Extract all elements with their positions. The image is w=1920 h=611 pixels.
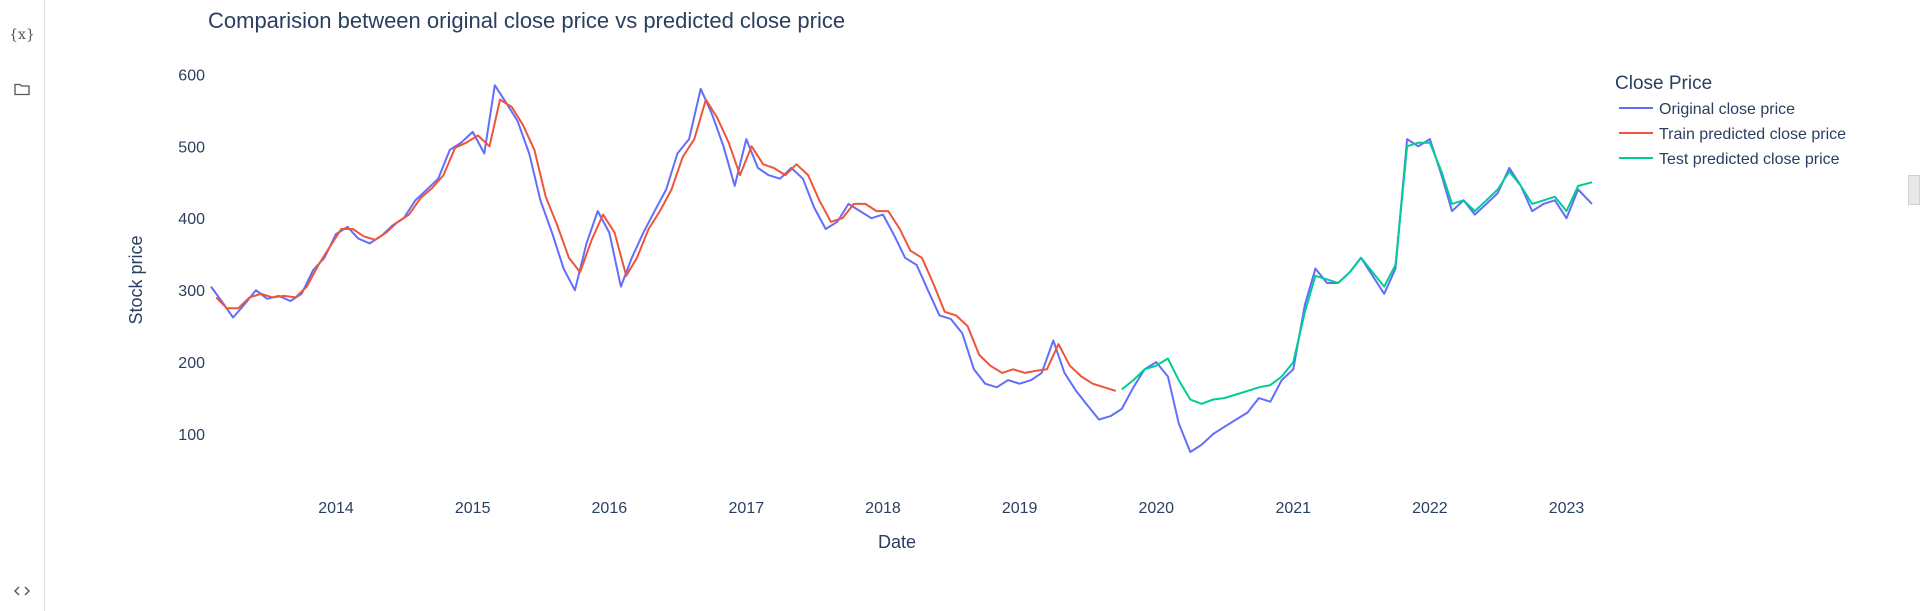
legend-item[interactable]: Train predicted close price: [1619, 126, 1846, 143]
series-line-1: [210, 84, 1593, 453]
x-tick-label: 2019: [1002, 500, 1038, 517]
x-tick-label: 2021: [1275, 500, 1311, 517]
x-tick-label: 2023: [1549, 500, 1585, 517]
x-axis-label: Date: [878, 532, 916, 552]
code-icon[interactable]: [8, 580, 36, 602]
y-tick-label: 300: [178, 283, 205, 300]
x-tick-label: 2015: [455, 500, 491, 517]
y-axis-label: Stock price: [126, 235, 146, 324]
left-sidebar: {x}: [0, 0, 45, 611]
legend[interactable]: Close Price Original close price Train pr…: [1615, 73, 1846, 168]
y-tick-label: 600: [178, 67, 205, 84]
folder-icon[interactable]: [8, 78, 36, 100]
x-tick-label: 2020: [1138, 500, 1174, 517]
y-tick-label: 500: [178, 139, 205, 156]
x-tick-label: 2014: [318, 500, 354, 517]
series-line-2: [215, 98, 1117, 392]
x-tick-label: 2016: [592, 500, 628, 517]
x-axis-ticks: 2014 2015 2016 2017 2018 2019 2020 2021 2022 2023: [318, 500, 1584, 517]
legend-label: Test predicted close price: [1659, 151, 1840, 168]
y-tick-label: 200: [178, 355, 205, 372]
x-tick-label: 2018: [865, 500, 901, 517]
y-tick-label: 100: [178, 427, 205, 444]
y-axis-ticks: 100 200 300 400 500 600: [178, 67, 205, 444]
chart-title: Comparision between original close price…: [208, 8, 845, 33]
legend-item[interactable]: Test predicted close price: [1619, 151, 1840, 168]
legend-label: Original close price: [1659, 101, 1795, 118]
line-chart: Comparision between original close price…: [126, 8, 1846, 552]
variables-icon[interactable]: {x}: [9, 27, 35, 43]
legend-label: Train predicted close price: [1659, 126, 1846, 143]
x-tick-label: 2022: [1412, 500, 1448, 517]
series-line-3: [1121, 141, 1593, 405]
x-tick-label: 2017: [729, 500, 765, 517]
y-tick-label: 400: [178, 211, 205, 228]
series-layer: [210, 84, 1593, 453]
legend-title: Close Price: [1615, 73, 1712, 94]
legend-item[interactable]: Original close price: [1619, 101, 1795, 118]
